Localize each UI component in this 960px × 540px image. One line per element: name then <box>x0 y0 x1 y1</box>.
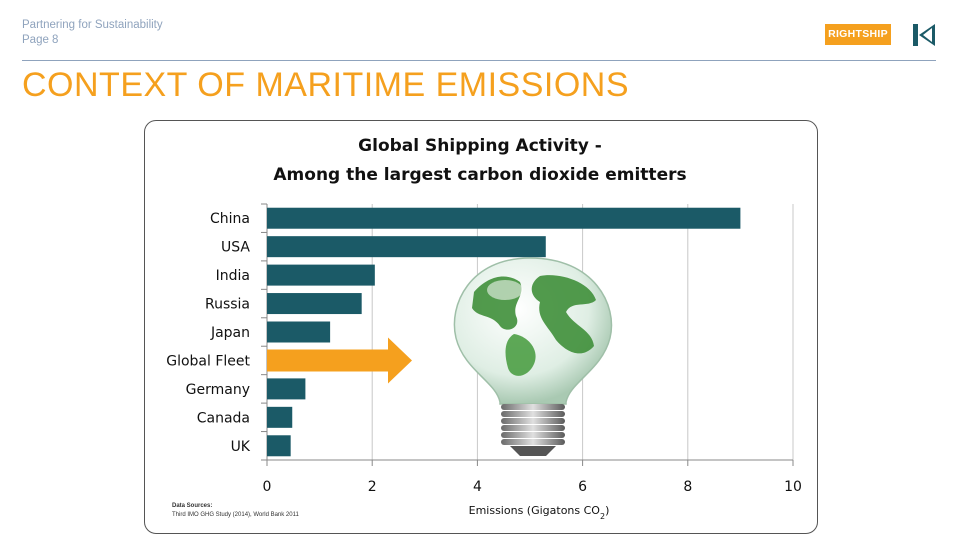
y-category-label: Russia <box>205 297 250 313</box>
bar-india <box>267 264 375 286</box>
brand-k-logo-icon <box>913 24 935 46</box>
bar-uk <box>267 435 291 457</box>
bar-usa <box>267 236 546 258</box>
light-bulb-globe-icon <box>453 257 613 456</box>
chart-title-line1: Global Shipping Activity - <box>358 136 602 156</box>
header-divider <box>22 60 936 61</box>
bar-japan <box>267 321 331 343</box>
bar-china <box>267 207 741 229</box>
page-title: CONTEXT OF MARITIME EMISSIONS <box>22 66 630 104</box>
x-tick-label: 6 <box>578 479 587 495</box>
header-subtitle: Partnering for Sustainability <box>22 19 163 31</box>
y-category-label: Global Fleet <box>166 353 250 369</box>
x-tick-label: 4 <box>473 479 482 495</box>
x-tick-label: 10 <box>784 479 802 495</box>
data-sources: Data Sources: Third IMO GHG Study (2014)… <box>172 502 299 520</box>
bar-russia <box>267 293 362 315</box>
bar-germany <box>267 378 306 400</box>
rightship-logo: RIGHTSHIP <box>825 24 891 45</box>
global-fleet-arrow-bar <box>267 337 412 384</box>
y-category-label: USA <box>221 240 250 256</box>
x-tick-label: 0 <box>263 479 272 495</box>
x-axis-label: Emissions (Gigatons CO2) <box>469 504 610 521</box>
data-sources-text: Third IMO GHG Study (2014), World Bank 2… <box>172 512 299 518</box>
data-sources-label: Data Sources: <box>172 503 213 509</box>
y-category-label: India <box>216 268 250 284</box>
y-category-label: Germany <box>186 382 250 398</box>
page-number: Page 8 <box>22 34 59 46</box>
header-block: Partnering for Sustainability Page 8 <box>22 18 163 48</box>
y-category-label: China <box>210 211 250 227</box>
y-category-label: Canada <box>197 410 250 426</box>
y-category-label: UK <box>231 439 251 455</box>
x-tick-label: 2 <box>368 479 377 495</box>
chart-title-line2: Among the largest carbon dioxide emitter… <box>273 165 686 185</box>
x-tick-label: 8 <box>683 479 692 495</box>
y-category-label: Japan <box>210 325 250 341</box>
bar-canada <box>267 406 293 428</box>
